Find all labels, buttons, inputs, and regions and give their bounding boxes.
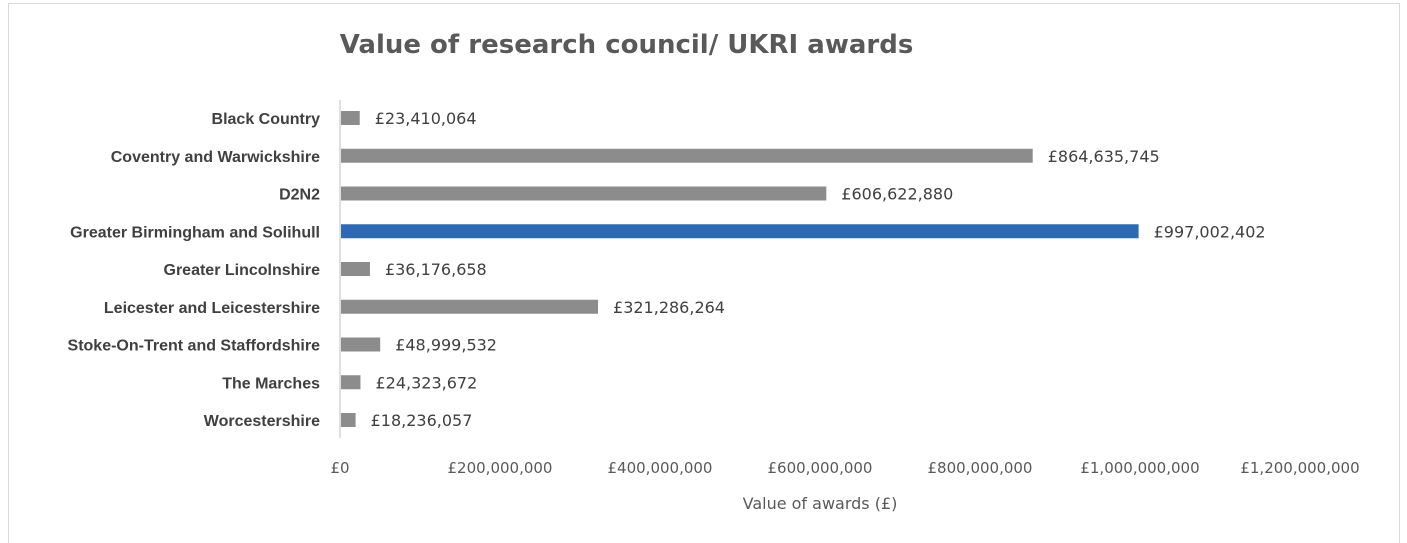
category-label: Greater Lincolnshire bbox=[164, 262, 321, 279]
category-label: Worcestershire bbox=[204, 413, 320, 430]
chart-frame bbox=[8, 3, 1400, 543]
data-label: £24,323,672 bbox=[375, 373, 477, 392]
bar bbox=[341, 337, 381, 352]
x-tick-label: £0 bbox=[330, 459, 349, 477]
bar bbox=[341, 148, 1033, 163]
data-label: £18,236,057 bbox=[371, 411, 473, 430]
bar bbox=[341, 299, 599, 314]
x-tick-label: £200,000,000 bbox=[448, 459, 553, 477]
x-tick-label: £400,000,000 bbox=[608, 459, 713, 477]
bar bbox=[341, 224, 1139, 239]
data-label: £23,410,064 bbox=[375, 109, 477, 128]
category-label: Leicester and Leicestershire bbox=[104, 300, 320, 317]
category-label: Black Country bbox=[212, 111, 321, 128]
bar bbox=[341, 413, 356, 427]
x-tick-label: £1,200,000,000 bbox=[1240, 459, 1359, 477]
chart-title: Value of research council/ UKRI awards bbox=[339, 30, 914, 60]
category-label: The Marches bbox=[222, 375, 320, 392]
x-axis-label: Value of awards (£) bbox=[743, 494, 898, 513]
bar bbox=[341, 186, 827, 201]
x-tick-label: £600,000,000 bbox=[768, 459, 873, 477]
x-tick-label: £800,000,000 bbox=[928, 459, 1033, 477]
data-label: £606,622,880 bbox=[841, 185, 953, 204]
bar bbox=[341, 111, 360, 125]
bar bbox=[341, 262, 370, 276]
data-label: £321,286,264 bbox=[613, 298, 725, 317]
category-label: Stoke-On-Trent and Staffordshire bbox=[68, 338, 321, 355]
x-tick-label: £1,000,000,000 bbox=[1080, 459, 1199, 477]
data-label: £864,635,745 bbox=[1048, 147, 1160, 166]
category-label: Greater Birmingham and Solihull bbox=[70, 224, 320, 241]
category-label: Coventry and Warwickshire bbox=[111, 149, 320, 166]
data-label: £36,176,658 bbox=[385, 260, 487, 279]
bar bbox=[341, 375, 361, 390]
data-label: £48,999,532 bbox=[395, 336, 497, 355]
category-label: D2N2 bbox=[279, 187, 320, 204]
data-label: £997,002,402 bbox=[1154, 222, 1266, 241]
